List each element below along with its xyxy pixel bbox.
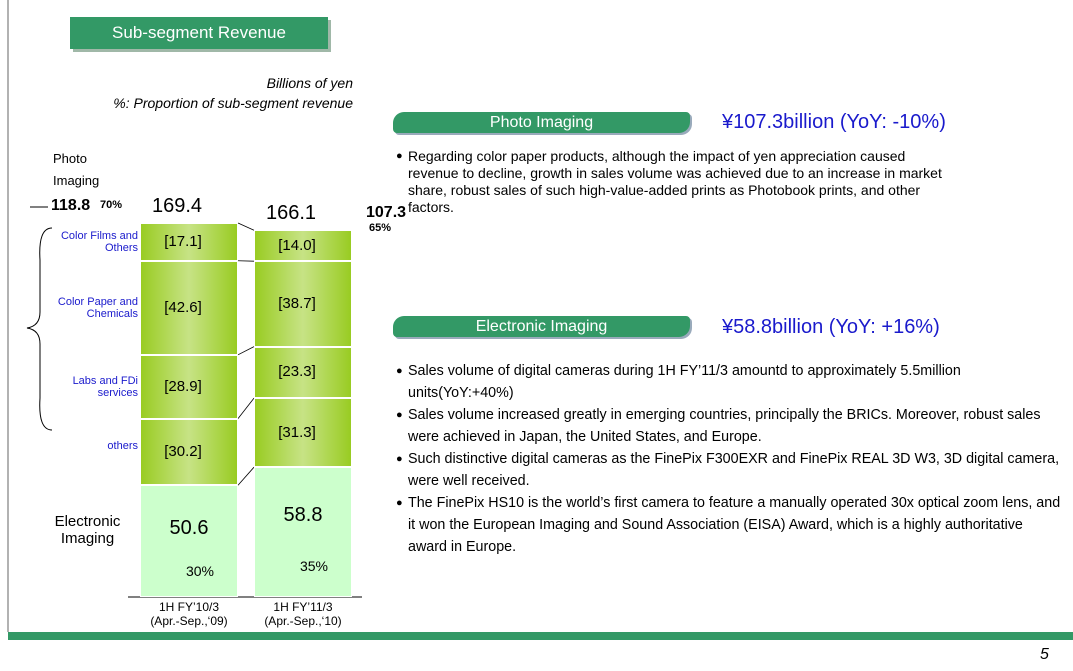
bar-segment [254, 398, 352, 468]
total-label: 169.4 [151, 195, 203, 217]
series-name: Labs and FDi services [72, 374, 138, 399]
connector [237, 466, 255, 486]
section-title: Photo Imaging [393, 112, 690, 133]
connector [237, 222, 255, 231]
bullet: Sales volume of digital cameras during 1… [396, 360, 1064, 404]
section-amount: ¥58.8billion (YoY: +16%) [722, 316, 940, 338]
bar-segment [140, 485, 238, 597]
value-label: [38.7] [278, 294, 316, 312]
series-name: Electronic Imaging [54, 513, 121, 548]
bar-segment [254, 346, 352, 399]
bullet: Sales volume increased greatly in emergi… [396, 404, 1064, 448]
bar-segment [254, 261, 352, 347]
page-number: 5 [1040, 646, 1049, 663]
value-label: [31.3] [278, 423, 316, 441]
connector [237, 346, 255, 356]
category-period: (Apr.-Sep.,‘09) [150, 614, 228, 628]
bar-segment [140, 354, 238, 419]
value-label: 58.8 [283, 503, 323, 526]
group-share: 65% [369, 222, 392, 235]
category-label: 1H FY’10/3 [158, 600, 220, 614]
section-amount: ¥107.3billion (YoY: -10%) [722, 111, 946, 133]
title: Sub-segment Revenue [70, 17, 328, 49]
value-label: [17.1] [164, 232, 202, 250]
bullet: Such distinctive digital cameras as the … [396, 448, 1064, 492]
series-name: Color Paper and Chemicals [57, 295, 138, 320]
value-label: [14.0] [278, 236, 316, 254]
series-name: Color Films and Others [60, 229, 138, 254]
value-label: [28.9] [164, 377, 202, 395]
share-label: 35% [299, 558, 329, 575]
value-label: [30.2] [164, 442, 202, 460]
series-name: others [107, 439, 138, 452]
value-label: [42.6] [164, 298, 202, 316]
total-label: 166.1 [265, 202, 317, 225]
bar-segment [140, 418, 238, 486]
bullet: The FinePix HS10 is the world’s first ca… [396, 492, 1064, 558]
bar-segment [140, 260, 238, 355]
connector [237, 397, 255, 419]
group-share: 70% [100, 199, 123, 211]
share-label: 30% [185, 563, 215, 580]
group-name: Photo Imaging [53, 151, 100, 188]
value-label: 50.6 [169, 516, 209, 539]
unit-note: Billions of yen [266, 75, 353, 91]
bullet: Regarding color paper products, although… [396, 148, 946, 216]
bar-segment [254, 230, 352, 262]
connectors [237, 222, 255, 486]
bar-segment [140, 223, 238, 261]
group-value: 118.8 [51, 197, 91, 214]
section-title: Electronic Imaging [393, 316, 690, 337]
category-label: 1H FY’11/3 [273, 600, 333, 614]
bullet-list: Sales volume of digital cameras during 1… [396, 360, 1064, 558]
bar-segment [254, 467, 352, 597]
brace [26, 227, 53, 431]
footer-bar [8, 632, 1073, 640]
value-label: [23.3] [278, 363, 316, 381]
category-period: (Apr.-Sep.,‘10) [264, 614, 342, 628]
share-note: %: Proportion of sub-segment revenue [113, 95, 353, 111]
bullet-list: Regarding color paper products, although… [396, 148, 946, 216]
